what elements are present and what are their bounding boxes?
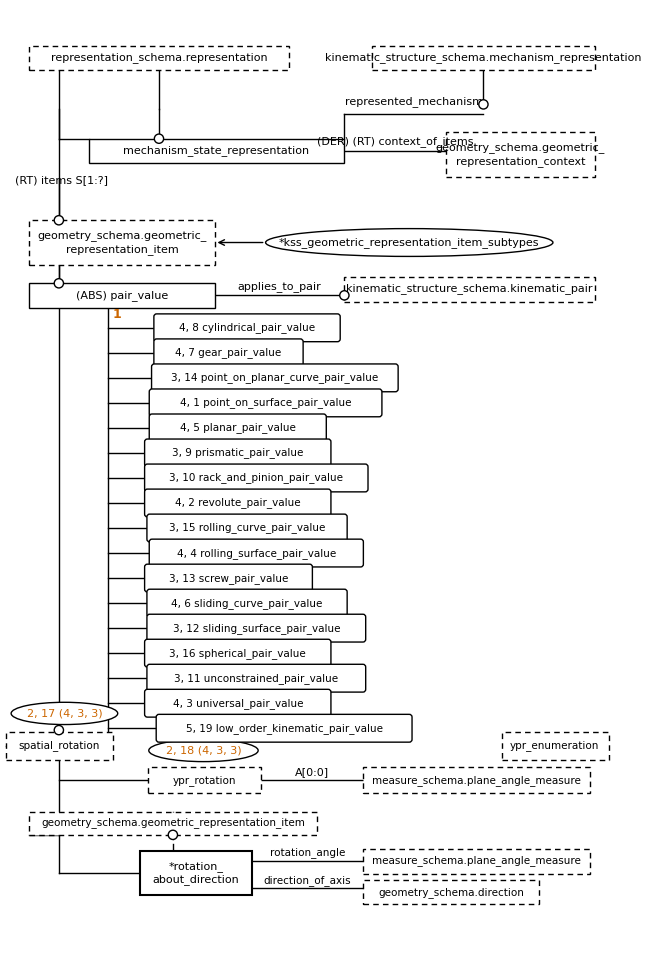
FancyBboxPatch shape (29, 812, 317, 835)
FancyBboxPatch shape (145, 489, 331, 517)
FancyBboxPatch shape (29, 284, 214, 308)
Ellipse shape (266, 228, 553, 256)
Text: 3, 16 spherical_pair_value: 3, 16 spherical_pair_value (169, 647, 306, 659)
Circle shape (54, 216, 64, 224)
Text: kinematic_structure_schema.kinematic_pair: kinematic_structure_schema.kinematic_pai… (346, 284, 593, 294)
FancyBboxPatch shape (149, 389, 382, 416)
FancyBboxPatch shape (154, 314, 340, 342)
Circle shape (54, 726, 64, 734)
Text: applies_to_pair: applies_to_pair (238, 281, 321, 291)
Ellipse shape (11, 702, 118, 725)
Text: 3, 11 unconstrained_pair_value: 3, 11 unconstrained_pair_value (174, 672, 339, 684)
FancyBboxPatch shape (148, 767, 261, 794)
FancyBboxPatch shape (147, 665, 366, 692)
Text: geometry_schema.direction: geometry_schema.direction (378, 887, 524, 898)
Text: 2, 18 (4, 3, 3): 2, 18 (4, 3, 3) (165, 746, 241, 755)
FancyBboxPatch shape (29, 221, 214, 265)
FancyBboxPatch shape (156, 714, 412, 742)
Ellipse shape (149, 739, 258, 762)
Text: 3, 13 screw_pair_value: 3, 13 screw_pair_value (169, 573, 288, 584)
Text: (ABS) pair_value: (ABS) pair_value (76, 290, 168, 301)
Text: 4, 6 sliding_curve_pair_value: 4, 6 sliding_curve_pair_value (171, 598, 323, 608)
FancyBboxPatch shape (147, 589, 347, 617)
Text: 4, 5 planar_pair_value: 4, 5 planar_pair_value (180, 422, 295, 434)
FancyBboxPatch shape (373, 46, 595, 70)
Text: 4, 8 cylindrical_pair_value: 4, 8 cylindrical_pair_value (179, 323, 315, 333)
FancyBboxPatch shape (363, 881, 539, 904)
Text: spatial_rotation: spatial_rotation (18, 740, 100, 752)
Text: measure_schema.plane_angle_measure: measure_schema.plane_angle_measure (372, 856, 580, 866)
Text: direction_of_axis: direction_of_axis (264, 875, 351, 885)
FancyBboxPatch shape (345, 277, 595, 302)
FancyBboxPatch shape (149, 414, 326, 442)
FancyBboxPatch shape (29, 46, 289, 70)
Text: measure_schema.plane_angle_measure: measure_schema.plane_angle_measure (372, 775, 580, 786)
FancyBboxPatch shape (363, 767, 590, 794)
FancyBboxPatch shape (446, 132, 595, 177)
Text: mechanism_state_representation: mechanism_state_representation (124, 145, 309, 157)
Text: 5, 19 low_order_kinematic_pair_value: 5, 19 low_order_kinematic_pair_value (186, 723, 382, 733)
Text: 3, 15 rolling_curve_pair_value: 3, 15 rolling_curve_pair_value (169, 522, 325, 534)
FancyBboxPatch shape (502, 732, 609, 760)
Text: 3, 14 point_on_planar_curve_pair_value: 3, 14 point_on_planar_curve_pair_value (171, 372, 378, 383)
Text: geometry_schema.geometric_
representation_context: geometry_schema.geometric_ representatio… (436, 142, 605, 166)
FancyBboxPatch shape (151, 364, 398, 392)
Text: 4, 1 point_on_surface_pair_value: 4, 1 point_on_surface_pair_value (180, 397, 351, 409)
FancyBboxPatch shape (145, 439, 331, 467)
FancyBboxPatch shape (145, 564, 312, 592)
Circle shape (168, 830, 177, 839)
FancyBboxPatch shape (363, 849, 590, 874)
Text: representation_schema.representation: representation_schema.representation (50, 53, 268, 63)
FancyBboxPatch shape (145, 690, 331, 717)
FancyBboxPatch shape (147, 614, 366, 642)
Text: 4, 4 rolling_surface_pair_value: 4, 4 rolling_surface_pair_value (177, 547, 336, 559)
Circle shape (340, 290, 349, 300)
FancyBboxPatch shape (149, 540, 363, 567)
FancyBboxPatch shape (6, 732, 113, 760)
Text: A[0:0]: A[0:0] (295, 767, 329, 776)
Text: represented_mechanism: represented_mechanism (345, 96, 483, 107)
Text: geometry_schema.geometric_
representation_item: geometry_schema.geometric_ representatio… (37, 230, 207, 255)
Text: rotation_angle: rotation_angle (270, 847, 345, 858)
Text: 3, 9 prismatic_pair_value: 3, 9 prismatic_pair_value (172, 448, 303, 458)
FancyBboxPatch shape (140, 851, 252, 895)
Circle shape (54, 279, 64, 288)
Text: kinematic_structure_schema.mechanism_representation: kinematic_structure_schema.mechanism_rep… (325, 53, 641, 63)
Text: ypr_rotation: ypr_rotation (173, 775, 236, 786)
Text: 3, 12 sliding_surface_pair_value: 3, 12 sliding_surface_pair_value (173, 623, 340, 633)
Text: 1: 1 (113, 308, 122, 321)
Text: (DER) (RT) context_of_items: (DER) (RT) context_of_items (317, 136, 473, 147)
Text: *rotation_
about_direction: *rotation_ about_direction (153, 860, 240, 885)
Circle shape (154, 134, 163, 143)
Text: (RT) items S[1:?]: (RT) items S[1:?] (15, 176, 108, 185)
FancyBboxPatch shape (154, 339, 303, 367)
FancyBboxPatch shape (147, 514, 347, 541)
Circle shape (479, 99, 488, 109)
Text: geometry_schema.geometric_representation_item: geometry_schema.geometric_representation… (41, 817, 305, 828)
Text: *kss_geometric_representation_item_subtypes: *kss_geometric_representation_item_subty… (279, 237, 540, 248)
Text: 4, 3 universal_pair_value: 4, 3 universal_pair_value (173, 698, 303, 709)
FancyBboxPatch shape (145, 464, 368, 492)
Text: 2, 17 (4, 3, 3): 2, 17 (4, 3, 3) (27, 709, 102, 718)
FancyBboxPatch shape (90, 138, 345, 162)
Text: 4, 7 gear_pair_value: 4, 7 gear_pair_value (175, 348, 282, 358)
Text: ypr_enumeration: ypr_enumeration (510, 740, 600, 752)
FancyBboxPatch shape (145, 639, 331, 667)
Text: 4, 2 revolute_pair_value: 4, 2 revolute_pair_value (175, 498, 301, 508)
Text: 3, 10 rack_and_pinion_pair_value: 3, 10 rack_and_pinion_pair_value (169, 473, 343, 483)
